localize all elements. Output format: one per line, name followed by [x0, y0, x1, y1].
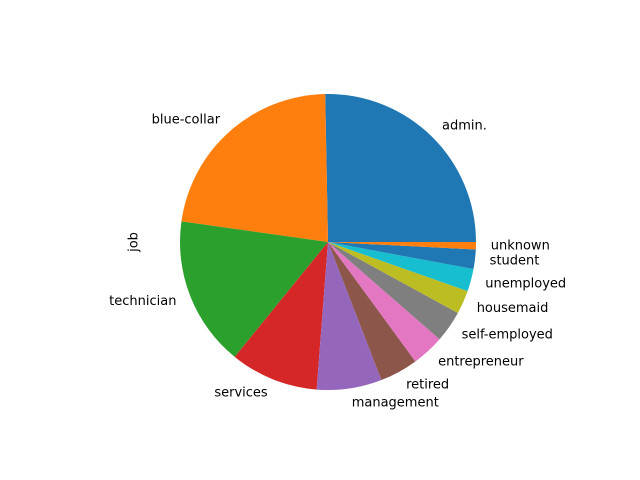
pie-label-entrepreneur: entrepreneur — [438, 354, 524, 369]
pie-slice-self-employed — [328, 242, 458, 340]
pie-label-self-employed: self-employed — [462, 328, 553, 343]
pie-label-housemaid: housemaid — [477, 301, 549, 316]
pie-slice-management — [316, 242, 382, 390]
pie-slice-services — [234, 242, 328, 390]
pie-slice-technician — [180, 221, 328, 357]
pie-slice-entrepreneur — [328, 242, 440, 362]
pie-labels: admin. blue-collar technician services manag… — [109, 113, 566, 411]
pie-slice-student — [328, 242, 476, 270]
pie-label-unknown: unknown — [491, 239, 550, 254]
pie-label-unemployed: unemployed — [485, 277, 566, 292]
pie-label-retired: retired — [406, 377, 449, 392]
pie-slice-unknown — [328, 242, 476, 250]
pie-label-blue-collar: blue-collar — [152, 113, 221, 128]
y-axis-label: job — [127, 232, 142, 253]
pie-slice-retired — [328, 242, 416, 381]
pie-slice-housemaid — [328, 242, 468, 313]
pie-label-technician: technician — [109, 294, 176, 309]
pie-slices — [180, 94, 476, 390]
pie-label-student: student — [490, 254, 540, 269]
pie-slice-unemployed — [328, 242, 474, 292]
pie-label-management: management — [352, 396, 439, 411]
pie-label-admin: admin. — [442, 118, 487, 133]
pie-slice-admin — [325, 94, 476, 242]
pie-label-services: services — [214, 386, 268, 401]
pie-slice-blue-collar — [181, 94, 328, 242]
